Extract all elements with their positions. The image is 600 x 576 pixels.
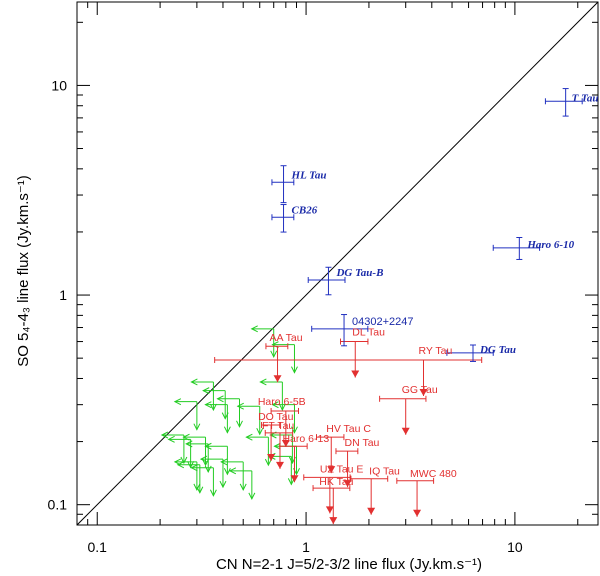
blue-point-label: DG Tau-B — [335, 267, 383, 279]
red-arrowhead — [327, 466, 336, 474]
blue-point-label: DG Tau — [479, 344, 516, 356]
green-left-arrowhead — [204, 401, 212, 409]
series-red — [214, 338, 483, 525]
reference-line-group — [76, 1, 599, 526]
red-point-label: HV Tau C — [326, 423, 371, 435]
green-left-arrowhead — [271, 401, 279, 409]
green-down-arrowhead — [270, 350, 278, 358]
green-left-arrowhead — [202, 387, 210, 395]
blue-point-label: T Tau — [572, 92, 599, 104]
axis-ticks: 0.1 1 10 0.1 1 10 — [48, 2, 598, 555]
y-tick-label: 0.1 — [48, 497, 68, 513]
red-point-label: RY Tau — [418, 345, 452, 357]
green-left-arrowhead — [216, 395, 224, 403]
green-down-arrowhead — [196, 486, 204, 494]
plot-area — [76, 1, 599, 526]
green-left-arrowhead — [167, 435, 175, 443]
green-down-arrowhead — [236, 420, 243, 428]
red-point-label: DN Tau — [345, 437, 380, 449]
y-tick-label: 1 — [59, 287, 67, 303]
blue-point-label: HL Tau — [291, 169, 327, 181]
red-arrowhead — [343, 480, 352, 488]
red-arrowhead — [273, 375, 282, 383]
red-arrowhead — [325, 506, 334, 514]
green-down-arrowhead — [223, 468, 231, 476]
green-down-arrowhead — [239, 483, 247, 492]
y-axis-label: SO 5₄-4₃ line flux (Jy.km.s⁻¹) — [15, 175, 32, 367]
red-point-label: FT Tau — [262, 420, 294, 432]
red-arrowhead — [367, 507, 376, 515]
green-down-arrowhead — [202, 458, 209, 467]
green-left-arrowhead — [273, 442, 281, 450]
green-left-arrowhead — [259, 378, 267, 386]
y-tick-label: 10 — [51, 77, 67, 93]
blue-point-label: 04302+2247 — [352, 316, 413, 328]
red-arrowhead — [267, 453, 276, 461]
red-arrowhead — [401, 427, 410, 435]
x-tick-label: 1 — [302, 539, 310, 555]
series-blue — [271, 88, 583, 362]
green-down-arrowhead — [256, 427, 264, 436]
red-point-label: MWC 480 — [410, 468, 457, 480]
red-arrowhead — [281, 439, 290, 447]
green-left-arrowhead — [160, 431, 169, 439]
green-down-arrowhead — [180, 456, 188, 465]
green-down-arrowhead — [219, 480, 227, 489]
green-left-arrowhead — [250, 325, 258, 333]
green-left-arrowhead — [220, 458, 228, 466]
reference-line-y-equals-x — [76, 1, 599, 526]
green-down-arrowhead — [209, 403, 217, 412]
green-left-arrowhead — [199, 455, 208, 463]
x-tick-label: 10 — [507, 539, 523, 555]
green-down-arrowhead — [278, 403, 286, 412]
green-down-arrowhead — [209, 489, 217, 497]
green-left-arrowhead — [176, 461, 185, 469]
red-point-label: AA Tau — [270, 332, 303, 344]
red-point-label: GG Tau — [402, 384, 438, 396]
green-left-arrowhead — [173, 398, 182, 406]
red-arrowhead — [351, 370, 360, 378]
point-labels: T Tau HL Tau CB26 Haro 6-10 DG Tau-B 04302+22… — [258, 92, 599, 488]
red-point-label: Haro 6-13 — [282, 433, 329, 445]
red-arrowhead — [419, 388, 428, 396]
series-green — [160, 325, 300, 500]
green-left-arrowhead — [204, 442, 212, 450]
green-down-arrowhead — [193, 423, 201, 431]
x-tick-label: 0.1 — [88, 539, 108, 555]
red-arrowhead — [413, 509, 422, 517]
plot-frame — [76, 1, 599, 526]
red-point-label: UZ Tau E — [320, 463, 364, 475]
green-down-arrowhead — [291, 426, 298, 434]
green-down-arrowhead — [264, 458, 272, 467]
green-down-arrowhead — [287, 478, 295, 486]
red-point-label: HK Tau — [319, 476, 353, 488]
green-down-arrowhead — [187, 461, 195, 469]
red-arrowhead — [329, 517, 338, 525]
green-down-arrowhead — [223, 426, 231, 434]
blue-point-label: CB26 — [292, 204, 318, 216]
green-down-arrowhead — [193, 483, 201, 492]
x-axis-label: CN N=2-1 J=5/2-3/2 line flux (Jy.km.s⁻¹) — [216, 556, 482, 573]
green-left-arrowhead — [190, 464, 198, 472]
red-point-label: Haro 6-5B — [258, 396, 306, 408]
green-left-arrowhead — [228, 467, 237, 475]
red-arrowhead — [290, 475, 299, 483]
red-arrowhead — [275, 461, 284, 469]
red-point-label: DL Tau — [352, 327, 385, 339]
green-down-arrowhead — [248, 492, 256, 500]
green-left-arrowhead — [245, 433, 253, 441]
green-down-arrowhead — [291, 366, 298, 374]
red-point-label: DO Tau — [258, 411, 294, 423]
green-left-arrowhead — [185, 440, 193, 448]
blue-point-label: Haro 6-10 — [526, 239, 574, 251]
red-point-label: IQ Tau — [369, 466, 400, 478]
green-left-arrowhead — [190, 378, 198, 386]
green-left-arrowhead — [236, 402, 244, 410]
